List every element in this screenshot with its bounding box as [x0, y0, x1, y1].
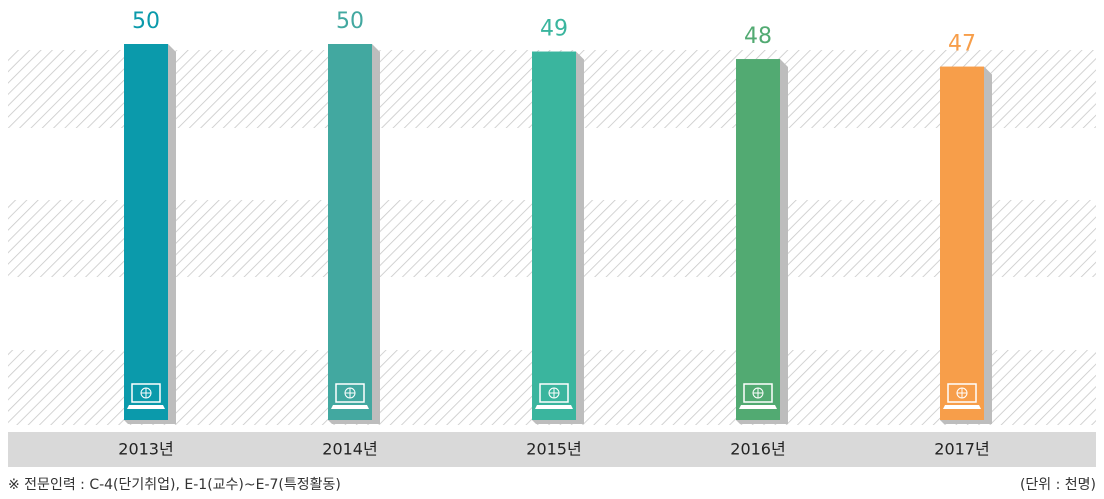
icon-base [739, 405, 777, 409]
icon-base [331, 405, 369, 409]
icon-screen [131, 383, 161, 403]
category-band [8, 432, 1096, 467]
value-label: 48 [744, 24, 772, 49]
footnote: ※ 전문인력 : C-4(단기취업), E-1(교수)~E-7(특정활동) [8, 477, 341, 493]
bar [532, 51, 576, 421]
value-label: 50 [132, 9, 160, 34]
bar [736, 59, 780, 420]
icon-base [943, 405, 981, 409]
icon-base [127, 405, 165, 409]
x-tick-label: 2013년 [118, 440, 173, 459]
bar-icon [535, 383, 573, 409]
bar-icon [331, 383, 369, 409]
x-tick-label: 2014년 [322, 440, 377, 459]
value-label: 49 [540, 17, 568, 42]
x-tick-label: 2017년 [934, 440, 989, 459]
icon-base [535, 405, 573, 409]
bar [124, 44, 168, 420]
value-label: 50 [336, 9, 364, 34]
x-tick-label: 2016년 [730, 440, 785, 459]
bar-icon [739, 383, 777, 409]
unit-note: (단위 : 천명) [1020, 477, 1096, 493]
icon-screen [743, 383, 773, 403]
value-label: 47 [948, 32, 976, 57]
icon-screen [539, 383, 569, 403]
icon-screen [335, 383, 365, 403]
bar [940, 66, 984, 420]
x-tick-label: 2015년 [526, 440, 581, 459]
bar [328, 44, 372, 420]
bar-icon [127, 383, 165, 409]
bar-icon [943, 383, 981, 409]
icon-screen [947, 383, 977, 403]
